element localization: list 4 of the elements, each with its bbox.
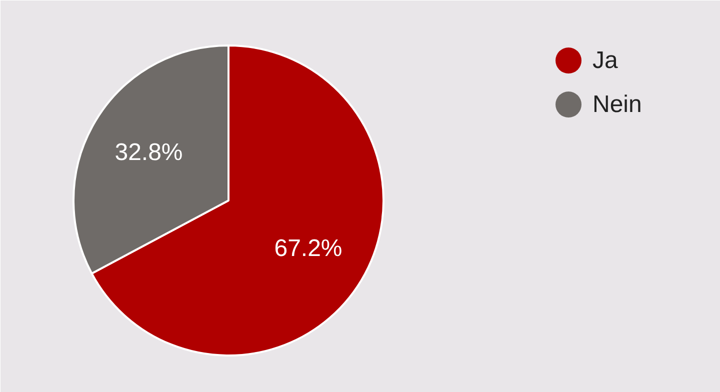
legend-label: Nein — [592, 91, 642, 118]
legend-label: Ja — [592, 47, 618, 74]
data-label: 32.8% — [114, 139, 183, 166]
data-label: 67.2% — [274, 234, 342, 262]
